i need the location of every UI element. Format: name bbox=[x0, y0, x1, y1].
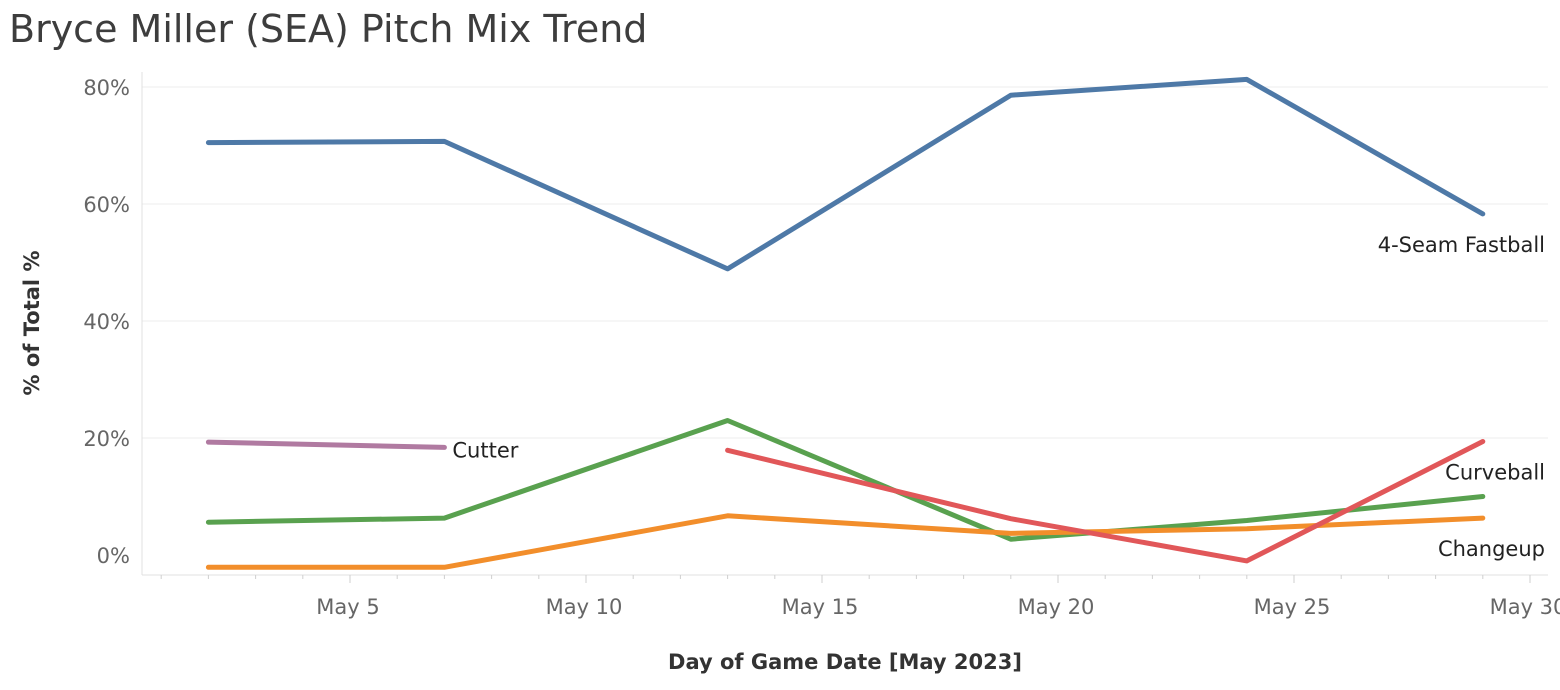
series-line-3 bbox=[725, 439, 1486, 564]
series-lines bbox=[205, 76, 1486, 570]
chart-title: Bryce Miller (SEA) Pitch Mix Trend bbox=[9, 7, 647, 51]
series-label-1: Curveball bbox=[1445, 461, 1545, 485]
series-line-0 bbox=[205, 76, 1486, 272]
y-tick-labels: 0% 20% 40% 60% 80% bbox=[83, 76, 130, 568]
y-tick-label: 40% bbox=[83, 310, 130, 334]
series-label-0: 4-Seam Fastball bbox=[1378, 233, 1545, 257]
x-tick-label: May 25 bbox=[1254, 595, 1331, 619]
x-tick-label: May 5 bbox=[316, 595, 379, 619]
axes bbox=[141, 72, 1548, 583]
series-line-4 bbox=[205, 439, 447, 450]
series-line-1 bbox=[205, 418, 1486, 542]
series-label-2: Changeup bbox=[1438, 537, 1545, 561]
gridlines bbox=[142, 86, 1548, 439]
series-labels: 4-Seam Fastball Curveball Changeup Cutter bbox=[452, 233, 1545, 561]
x-tick-labels: May 5 May 10 May 15 May 20 May 25 May 30 bbox=[316, 595, 1560, 619]
x-axis-title: Day of Game Date [May 2023] bbox=[668, 650, 1022, 674]
x-tick-label: May 30 bbox=[1490, 595, 1560, 619]
y-tick-label: 80% bbox=[83, 76, 130, 100]
y-tick-label: 60% bbox=[83, 193, 130, 217]
x-tick-label: May 20 bbox=[1018, 595, 1095, 619]
y-tick-label: 20% bbox=[83, 427, 130, 451]
x-tick-label: May 10 bbox=[546, 595, 623, 619]
series-line-2 bbox=[205, 513, 1486, 570]
y-axis-title: % of Total % bbox=[20, 251, 44, 396]
y-tick-label: 0% bbox=[97, 544, 130, 568]
series-label-4: Cutter bbox=[452, 438, 518, 462]
x-tick-label: May 15 bbox=[782, 595, 859, 619]
